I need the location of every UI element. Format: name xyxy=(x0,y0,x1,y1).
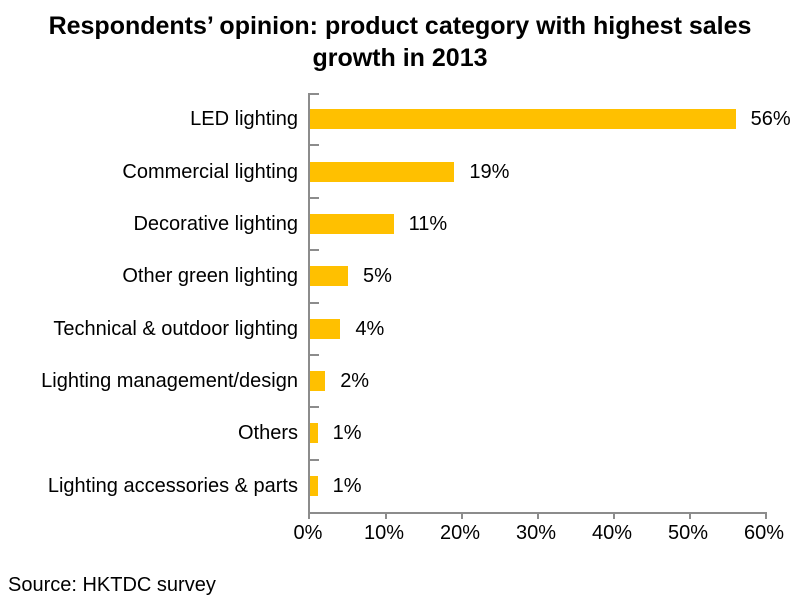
value-axis-tick xyxy=(613,512,615,519)
value-axis-tick xyxy=(765,512,767,519)
category-label: Lighting accessories & parts xyxy=(47,474,298,497)
value-label: 1% xyxy=(332,422,362,445)
value-axis-tick-label: 10% xyxy=(363,522,405,544)
chart-title: Respondents’ opinion: product category w… xyxy=(0,10,800,74)
category-axis-tick xyxy=(310,406,319,409)
category-axis-tick xyxy=(310,353,319,356)
bar xyxy=(310,475,318,496)
value-label: 2% xyxy=(340,370,370,393)
bar xyxy=(310,371,326,392)
value-label: 5% xyxy=(363,265,392,288)
value-label: 56% xyxy=(750,108,791,131)
value-axis-tick xyxy=(689,512,691,519)
category-axis-labels: LED lighting Commercial lighting Decorativ… xyxy=(0,93,298,512)
category-axis-tick xyxy=(310,196,319,199)
value-label: 11% xyxy=(408,212,448,235)
value-axis-tick xyxy=(308,512,310,519)
value-axis-tick xyxy=(385,512,387,519)
value-axis-tick xyxy=(537,512,539,519)
value-axis-tick-label: 50% xyxy=(667,522,709,544)
category-axis-tick xyxy=(310,458,319,461)
bar xyxy=(310,213,394,234)
source-note: Source: HKTDC survey xyxy=(8,574,216,596)
bar xyxy=(310,318,341,339)
category-label: Technical & outdoor lighting xyxy=(53,317,298,340)
category-label: Commercial lighting xyxy=(122,160,298,183)
value-axis-tick-label: 60% xyxy=(743,522,785,544)
category-label: Decorative lighting xyxy=(133,212,298,235)
value-axis-tick-label: 30% xyxy=(515,522,557,544)
bar xyxy=(310,423,318,444)
value-label: 4% xyxy=(355,317,385,340)
value-axis-tick-label: 0% xyxy=(293,522,323,544)
value-axis-tick-label: 20% xyxy=(439,522,481,544)
category-axis-tick xyxy=(310,249,319,252)
category-label: Other green lighting xyxy=(122,265,298,288)
bar xyxy=(310,266,348,287)
category-label: Others xyxy=(237,422,298,445)
bar xyxy=(310,161,455,182)
category-label: LED lighting xyxy=(190,108,298,131)
value-axis-labels: 0% 10% 20% 30% 40% 50% 60% xyxy=(0,521,800,545)
category-axis-tick xyxy=(310,93,319,95)
bar xyxy=(310,109,736,130)
value-label: 19% xyxy=(469,160,510,183)
category-axis-tick xyxy=(310,301,319,304)
chart-title-line-1: Respondents’ opinion: product category w… xyxy=(48,12,752,40)
value-axis-tick xyxy=(461,512,463,519)
plot-area: 56% 19% 11% 5% 4% 2% 1% 1% xyxy=(308,93,791,519)
value-label: 1% xyxy=(332,474,362,497)
value-axis-tick-label: 40% xyxy=(591,522,633,544)
chart-title-line-2: growth in 2013 xyxy=(312,44,488,72)
category-axis-tick xyxy=(310,144,319,147)
category-label: Lighting management/design xyxy=(41,370,298,393)
